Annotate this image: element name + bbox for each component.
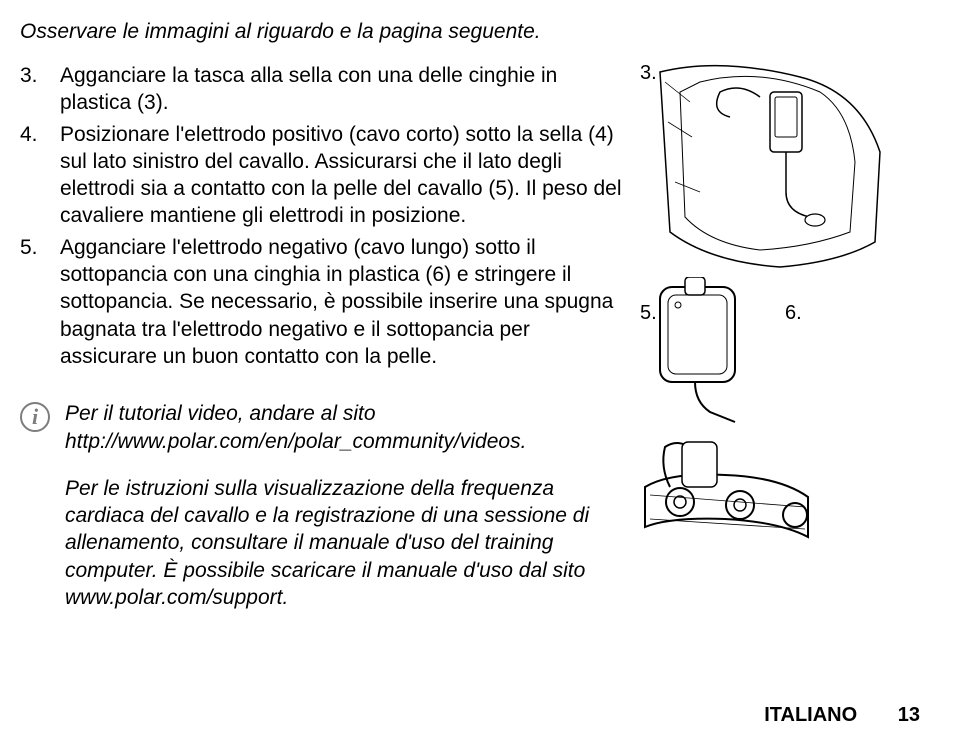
image-column: 3. 5. 6 [640,62,920,611]
list-item: 3. Agganciare la tasca alla sella con un… [20,62,625,117]
list-number: 5. [20,234,60,370]
text-column: 3. Agganciare la tasca alla sella con un… [20,62,625,611]
list-item: 5. Agganciare l'elettrodo negativo (cavo… [20,234,625,370]
info-icon: i [20,402,50,432]
figure-label-3: 3. [640,62,657,85]
info-block: i Per il tutorial video, andare al sito … [20,400,625,611]
list-item: 4. Posizionare l'elettrodo positivo (cav… [20,121,625,230]
list-text: Posizionare l'elettrodo positivo (cavo c… [60,121,625,230]
figure-label-5: 5. [640,302,657,325]
info-paragraph: Per le istruzioni sulla visualizzazione … [65,475,625,611]
list-text: Agganciare la tasca alla sella con una d… [60,62,625,117]
list-number: 4. [20,121,60,230]
list-text: Agganciare l'elettrodo negativo (cavo lu… [60,234,625,370]
list-number: 3. [20,62,60,117]
info-paragraph: Per il tutorial video, andare al sito ht… [65,400,625,455]
content-row: 3. Agganciare la tasca alla sella con un… [20,62,920,611]
figure-label-6: 6. [785,302,802,325]
footer-page-number: 13 [898,704,920,726]
figure-6-illustration [640,427,810,577]
figure-5-illustration [640,277,755,427]
intro-text: Osservare le immagini al riguardo e la p… [20,20,920,44]
figure-3-illustration [640,62,895,277]
info-text: Per il tutorial video, andare al sito ht… [65,400,625,611]
page-footer: ITALIANO 13 [764,704,920,727]
footer-language: ITALIANO [764,704,857,726]
